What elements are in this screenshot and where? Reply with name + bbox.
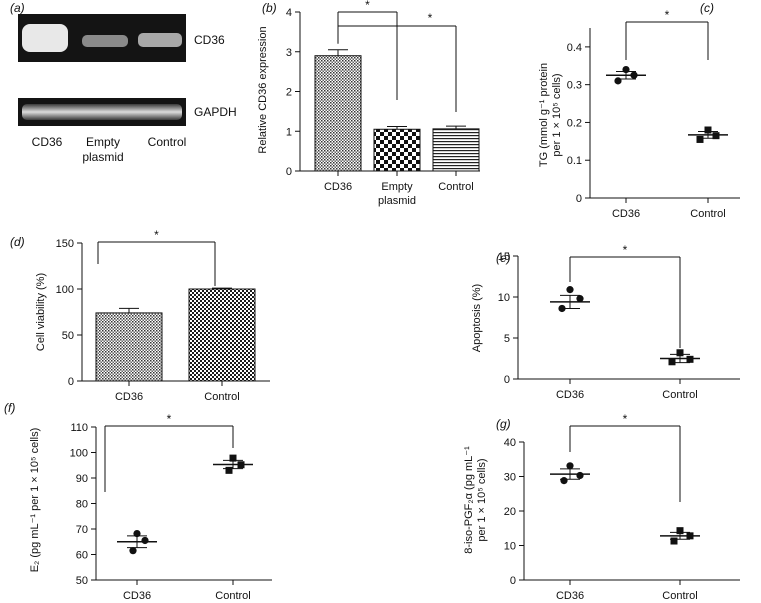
significance-star: * [154, 228, 159, 242]
y-tick-label: 0 [504, 374, 510, 386]
data-point [229, 454, 237, 462]
y-tick-label: 15 [498, 251, 510, 263]
x-tick-label: Control [662, 389, 697, 401]
y-axis-label: Cell viability (%) [35, 273, 47, 351]
y-tick-label: 0 [576, 193, 582, 205]
data-point [668, 358, 676, 366]
y-tick-label: 150 [56, 238, 74, 250]
data-point [225, 466, 233, 474]
panel-label: (d) [10, 235, 25, 249]
gel-band [138, 33, 182, 47]
data-point [676, 349, 684, 357]
y-axis-label: 8-iso-PGF₂α (pg mL⁻¹per 1 × 10⁵ cells) [463, 446, 488, 554]
y-tick-label: 5 [504, 333, 510, 345]
x-tick-label: CD36 [115, 391, 143, 403]
y-axis-label: E₂ (pg mL⁻¹ per 1 × 10⁵ cells) [29, 428, 41, 573]
x-tick-label: Control [690, 208, 725, 220]
x-tick-label: Control [662, 590, 697, 602]
y-tick-label: 3 [286, 47, 292, 59]
data-point [670, 537, 678, 545]
data-point [566, 286, 574, 294]
panel-label: (f) [4, 401, 15, 415]
gel-band-label: GAPDH [194, 105, 237, 119]
data-point [712, 132, 720, 140]
bar [314, 55, 362, 172]
x-tick-label: CD36 [324, 181, 352, 193]
data-point [141, 536, 149, 545]
bar [373, 128, 421, 172]
y-tick-label: 80 [76, 499, 88, 511]
x-tick-label: Empty plasmid [378, 181, 416, 207]
data-point [566, 462, 574, 470]
data-point [686, 355, 694, 363]
significance-star: * [665, 8, 670, 22]
y-axis-label: Apoptosis (%) [471, 284, 483, 352]
data-point [696, 135, 704, 143]
y-tick-label: 50 [62, 330, 74, 342]
data-point [129, 547, 137, 555]
y-tick-label: 0.2 [567, 117, 582, 129]
panel-label: (e) [496, 251, 511, 265]
panel-label: (a) [10, 1, 25, 15]
y-tick-label: 0 [68, 376, 74, 388]
y-tick-label: 40 [504, 437, 516, 449]
y-tick-label: 0.1 [567, 155, 582, 167]
y-tick-label: 60 [76, 550, 88, 562]
y-tick-label: 100 [70, 448, 88, 460]
significance-star: * [623, 412, 628, 426]
data-point [676, 527, 684, 535]
x-tick-label: CD36 [612, 208, 640, 220]
x-tick-label: CD36 [556, 590, 584, 602]
gel-band [22, 104, 182, 120]
significance-star: * [365, 0, 370, 12]
y-tick-label: 1 [286, 126, 292, 138]
bar [95, 312, 163, 382]
data-point [560, 477, 568, 485]
panel-label: (b) [262, 1, 277, 15]
x-tick-label: Control [215, 590, 250, 602]
y-tick-label: 30 [504, 472, 516, 484]
y-tick-label: 0.3 [567, 80, 582, 92]
y-tick-label: 50 [76, 575, 88, 587]
x-tick-label: CD36 [556, 389, 584, 401]
significance-star: * [167, 412, 172, 426]
gel-lane-label: Control [148, 135, 187, 149]
x-tick-label: CD36 [123, 590, 151, 602]
gel-image [18, 14, 186, 126]
y-tick-label: 10 [504, 541, 516, 553]
x-tick-label: Control [438, 181, 473, 193]
data-point [614, 77, 622, 85]
y-tick-label: 10 [498, 292, 510, 304]
data-point [576, 295, 584, 303]
y-tick-label: 0.4 [567, 42, 582, 54]
y-tick-label: 0 [286, 166, 292, 178]
significance-star: * [623, 243, 628, 257]
panel-label: (c) [700, 1, 714, 15]
y-tick-label: 4 [286, 7, 292, 19]
x-tick-label: Control [204, 391, 239, 403]
significance-star: * [428, 11, 433, 25]
y-tick-label: 0 [510, 575, 516, 587]
y-axis-label: TG (mmol g⁻¹ proteinper 1 × 10⁵ cells) [538, 63, 563, 167]
gel-lane-label: CD36 [32, 135, 63, 149]
data-point [704, 126, 712, 134]
bar [188, 288, 256, 382]
gel-band-label: CD36 [194, 33, 225, 47]
y-tick-label: 110 [70, 422, 88, 434]
y-tick-label: 100 [56, 284, 74, 296]
y-tick-label: 90 [76, 473, 88, 485]
y-tick-label: 20 [504, 506, 516, 518]
panel-label: (g) [496, 417, 511, 431]
gel-lane-label: Empty plasmid [82, 135, 123, 164]
data-point [576, 471, 584, 480]
gel-band [82, 35, 128, 47]
y-tick-label: 2 [286, 87, 292, 99]
y-tick-label: 70 [76, 524, 88, 536]
bar [432, 128, 480, 172]
gel-band [22, 24, 68, 52]
y-axis-label: Relative CD36 expression [257, 26, 269, 153]
